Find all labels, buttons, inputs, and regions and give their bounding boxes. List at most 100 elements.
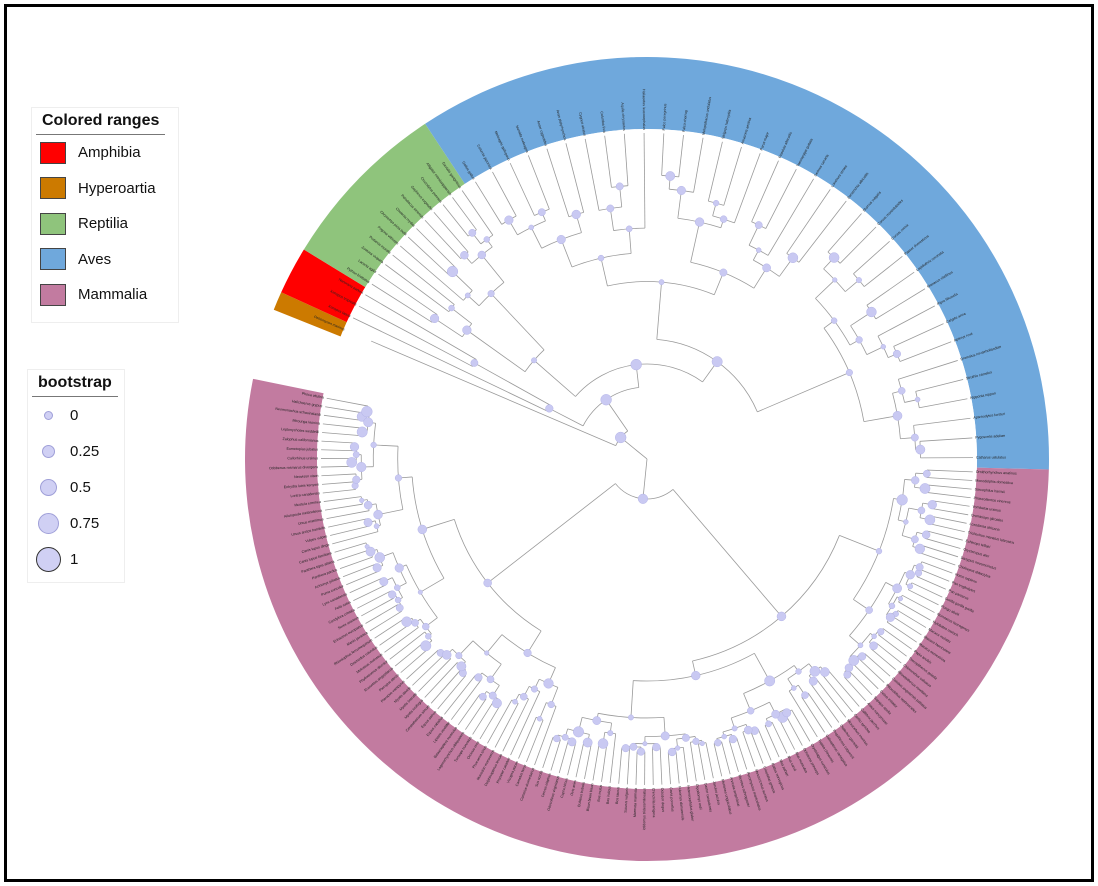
bootstrap-label: 0.25 bbox=[70, 442, 100, 460]
bootstrap-node bbox=[845, 369, 853, 377]
branch-segment bbox=[919, 569, 950, 582]
branch-segment bbox=[870, 648, 897, 670]
branch-segment bbox=[349, 577, 383, 594]
branch-segment bbox=[821, 674, 853, 713]
bootstrap-circle-icon bbox=[35, 546, 61, 572]
branch-segment bbox=[661, 133, 665, 176]
branch-segment bbox=[321, 481, 355, 485]
bootstrap-node bbox=[455, 652, 463, 660]
branch-segment bbox=[321, 449, 355, 452]
bootstrap-circle-icon bbox=[37, 512, 59, 534]
bootstrap-node bbox=[448, 304, 455, 312]
range-sector-amphibia bbox=[281, 249, 366, 323]
legend-swatch bbox=[40, 141, 66, 164]
bootstrap-node bbox=[597, 254, 605, 262]
branch-segment bbox=[332, 531, 379, 545]
bootstrap-node bbox=[712, 199, 720, 207]
branch-segment bbox=[926, 477, 973, 481]
leaf-label: Phascolarctos cinereus bbox=[973, 496, 1011, 504]
branch-segment bbox=[339, 556, 373, 570]
branch-segment bbox=[337, 549, 369, 561]
bootstrap-node bbox=[441, 650, 452, 660]
branch-segment bbox=[465, 698, 487, 730]
legend-swatch bbox=[40, 283, 66, 306]
bootstrap-node bbox=[911, 476, 920, 485]
branch-segment bbox=[827, 669, 860, 707]
branch-segment bbox=[325, 406, 363, 414]
bootstrap-node bbox=[848, 655, 860, 666]
leaf-label: Mustela erminea bbox=[294, 500, 321, 507]
branch-segment bbox=[609, 733, 617, 783]
branch-segment bbox=[560, 239, 573, 268]
range-sector-reptilia bbox=[303, 123, 465, 288]
branch-segment bbox=[764, 725, 780, 758]
bootstrap-node bbox=[352, 451, 360, 459]
branch-segment bbox=[864, 653, 891, 677]
branch-segment bbox=[322, 423, 363, 429]
bootstrap-node bbox=[911, 535, 919, 544]
branch-segment bbox=[502, 698, 529, 752]
leaf-label: Echinops telfairi bbox=[965, 539, 991, 549]
leaf-label: Pygoscelis adeliae bbox=[975, 434, 1005, 440]
leaf-label: Fukomys damarensis bbox=[678, 786, 685, 821]
leaf-label: Falco peregrinus bbox=[662, 103, 667, 130]
branch-segment bbox=[479, 704, 501, 740]
bootstrap-node bbox=[543, 678, 554, 689]
bootstrap-node bbox=[924, 514, 936, 526]
leaf-label: Vombatus ursinus bbox=[972, 505, 1001, 513]
bootstrap-node bbox=[731, 725, 738, 732]
leaf-label: Callorhinus ursinus bbox=[287, 456, 318, 460]
legend-label: Mammalia bbox=[78, 286, 148, 304]
branch-segment bbox=[863, 415, 898, 422]
branch-segment bbox=[334, 542, 367, 553]
leaf-label: Orycteropus afer bbox=[963, 547, 991, 558]
branch-segment bbox=[924, 491, 971, 499]
bootstrap-node bbox=[456, 661, 467, 672]
leaf-label: Ictidomys tridecemlineatus bbox=[642, 788, 646, 831]
bootstrap-node bbox=[892, 349, 901, 358]
bootstrap-node bbox=[755, 247, 762, 253]
branch-segment bbox=[584, 138, 600, 211]
branch-segment bbox=[656, 282, 662, 340]
bootstrap-node bbox=[373, 509, 383, 520]
leaf-label: Lontra canadensis bbox=[290, 491, 320, 498]
branch-segment bbox=[643, 133, 646, 229]
branch-segment bbox=[713, 743, 723, 777]
bootstrap-node bbox=[907, 583, 914, 590]
branch-segment bbox=[844, 677, 867, 701]
branch-segment bbox=[786, 189, 831, 254]
bootstrap-node bbox=[747, 707, 755, 715]
branch-segment bbox=[575, 741, 585, 778]
bootstrap-node bbox=[394, 563, 404, 573]
bootstrap-node bbox=[420, 640, 432, 652]
bootstrap-node bbox=[460, 251, 469, 260]
branch-segment bbox=[565, 143, 585, 213]
bootstrap-node bbox=[346, 457, 358, 468]
bootstrap-node bbox=[547, 700, 555, 709]
bootstrap-node bbox=[352, 475, 361, 484]
branch-segment bbox=[352, 317, 549, 412]
bootstrap-node bbox=[388, 590, 397, 599]
bootstrap-node bbox=[422, 622, 430, 631]
bootstrap-node bbox=[897, 387, 906, 395]
branch-segment bbox=[893, 323, 944, 347]
branch-segment bbox=[527, 630, 542, 654]
leaf-label: Canis lupus dingo bbox=[301, 543, 330, 554]
bootstrap-node bbox=[553, 734, 561, 743]
bootstrap-node bbox=[728, 734, 738, 744]
branch-segment bbox=[373, 444, 399, 447]
bootstrap-node bbox=[875, 547, 883, 555]
bootstrap-node bbox=[762, 263, 771, 273]
bootstrap-node bbox=[488, 691, 497, 700]
branch-segment bbox=[357, 590, 391, 609]
bootstrap-node bbox=[809, 666, 821, 677]
branch-segment bbox=[346, 570, 379, 586]
branch-segment bbox=[371, 283, 433, 323]
bootstrap-node bbox=[754, 221, 763, 229]
branch-segment bbox=[899, 341, 952, 362]
branch-segment bbox=[321, 465, 352, 468]
leaf-label: Falco cherrug bbox=[682, 110, 688, 132]
branch-segment bbox=[461, 190, 494, 236]
bootstrap-circle-icon bbox=[43, 410, 53, 420]
